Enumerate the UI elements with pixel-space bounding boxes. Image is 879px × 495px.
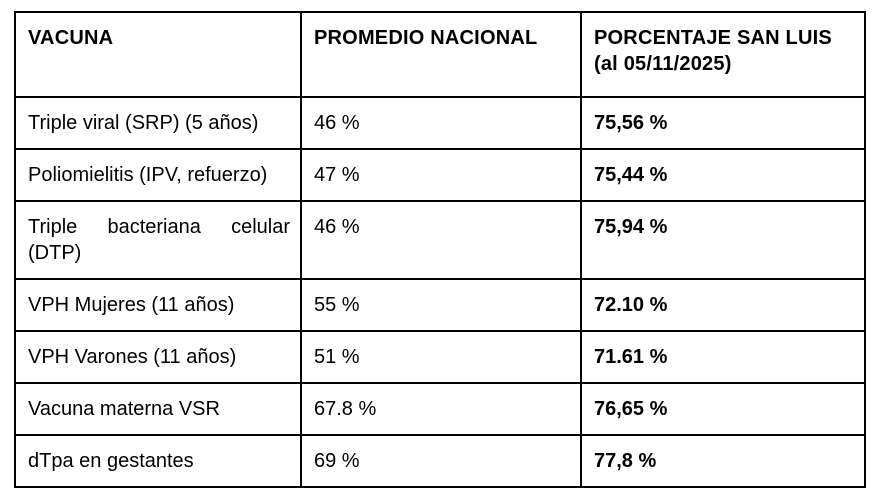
cell-porcentaje-san-luis: 76,65 % bbox=[580, 382, 866, 436]
table-row: Poliomielitis (IPV, refuerzo) 47 % 75,44 % bbox=[14, 148, 866, 202]
cell-vacuna: Poliomielitis (IPV, refuerzo) bbox=[14, 148, 302, 202]
header-porcentaje-san-luis: PORCENTAJE SAN LUIS (al 05/11/2025) bbox=[580, 11, 866, 98]
table-row: Vacuna materna VSR 67.8 % 76,65 % bbox=[14, 382, 866, 436]
cell-porcentaje-san-luis: 75,56 % bbox=[580, 96, 866, 150]
cell-porcentaje-san-luis: 75,94 % bbox=[580, 200, 866, 280]
header-vacuna: VACUNA bbox=[14, 11, 302, 98]
header-porcentaje-san-luis-date: (al 05/11/2025) bbox=[594, 53, 732, 75]
cell-porcentaje-san-luis: 71.61 % bbox=[580, 330, 866, 384]
cell-vacuna: Vacuna materna VSR bbox=[14, 382, 302, 436]
cell-vacuna: Triple viral (SRP) (5 años) bbox=[14, 96, 302, 150]
cell-vacuna: dTpa en gestantes bbox=[14, 434, 302, 488]
cell-porcentaje-san-luis: 75,44 % bbox=[580, 148, 866, 202]
cell-vacuna: VPH Varones (11 años) bbox=[14, 330, 302, 384]
table-row: VPH Mujeres (11 años) 55 % 72.10 % bbox=[14, 278, 866, 332]
table-row: VPH Varones (11 años) 51 % 71.61 % bbox=[14, 330, 866, 384]
table-body: Triple viral (SRP) (5 años) 46 % 75,56 % Po… bbox=[14, 96, 866, 488]
cell-porcentaje-san-luis: 72.10 % bbox=[580, 278, 866, 332]
cell-promedio-nacional: 46 % bbox=[300, 200, 582, 280]
header-promedio-nacional: PROMEDIO NACIONAL bbox=[300, 11, 582, 98]
cell-porcentaje-san-luis: 77,8 % bbox=[580, 434, 866, 488]
vaccination-table-container: VACUNA PROMEDIO NACIONAL PORCENTAJE SAN … bbox=[14, 11, 866, 488]
cell-promedio-nacional: 47 % bbox=[300, 148, 582, 202]
cell-vacuna: VPH Mujeres (11 años) bbox=[14, 278, 302, 332]
table-row: Triple viral (SRP) (5 años) 46 % 75,56 % bbox=[14, 96, 866, 150]
cell-promedio-nacional: 55 % bbox=[300, 278, 582, 332]
vaccination-table: VACUNA PROMEDIO NACIONAL PORCENTAJE SAN … bbox=[14, 11, 866, 488]
cell-promedio-nacional: 69 % bbox=[300, 434, 582, 488]
header-row: VACUNA PROMEDIO NACIONAL PORCENTAJE SAN … bbox=[14, 11, 866, 98]
table-row: Triple bacteriana celular (DTP) 46 % 75,94… bbox=[14, 200, 866, 280]
header-porcentaje-san-luis-line1: PORCENTAJE SAN LUIS bbox=[594, 27, 832, 49]
table-row: dTpa en gestantes 69 % 77,8 % bbox=[14, 434, 866, 488]
cell-vacuna: Triple bacteriana celular (DTP) bbox=[14, 200, 302, 280]
cell-promedio-nacional: 46 % bbox=[300, 96, 582, 150]
cell-promedio-nacional: 51 % bbox=[300, 330, 582, 384]
cell-promedio-nacional: 67.8 % bbox=[300, 382, 582, 436]
